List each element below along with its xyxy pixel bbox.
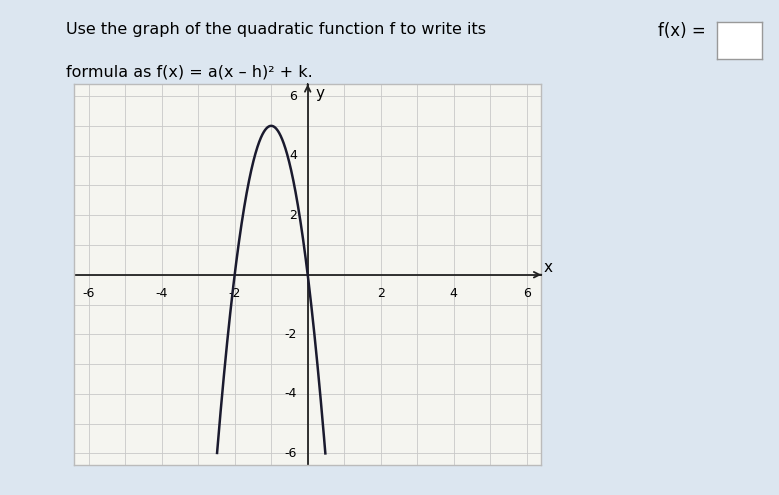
Text: -6: -6 [83,287,95,299]
Text: 2: 2 [377,287,385,299]
Text: 2: 2 [289,209,297,222]
Text: -6: -6 [284,447,297,460]
Text: 4: 4 [289,149,297,162]
Text: 6: 6 [289,90,297,102]
Text: y: y [315,86,324,100]
Text: -4: -4 [284,387,297,400]
Text: -2: -2 [284,328,297,341]
Text: Use the graph of the quadratic function f to write its: Use the graph of the quadratic function … [66,22,486,37]
Text: formula as f(x) = a(x – h)² + k.: formula as f(x) = a(x – h)² + k. [66,64,313,79]
Text: 4: 4 [449,287,458,299]
Text: -2: -2 [228,287,241,299]
Text: f(x) =: f(x) = [658,22,706,40]
Text: x: x [543,260,552,275]
Text: 6: 6 [523,287,530,299]
Text: -4: -4 [156,287,167,299]
